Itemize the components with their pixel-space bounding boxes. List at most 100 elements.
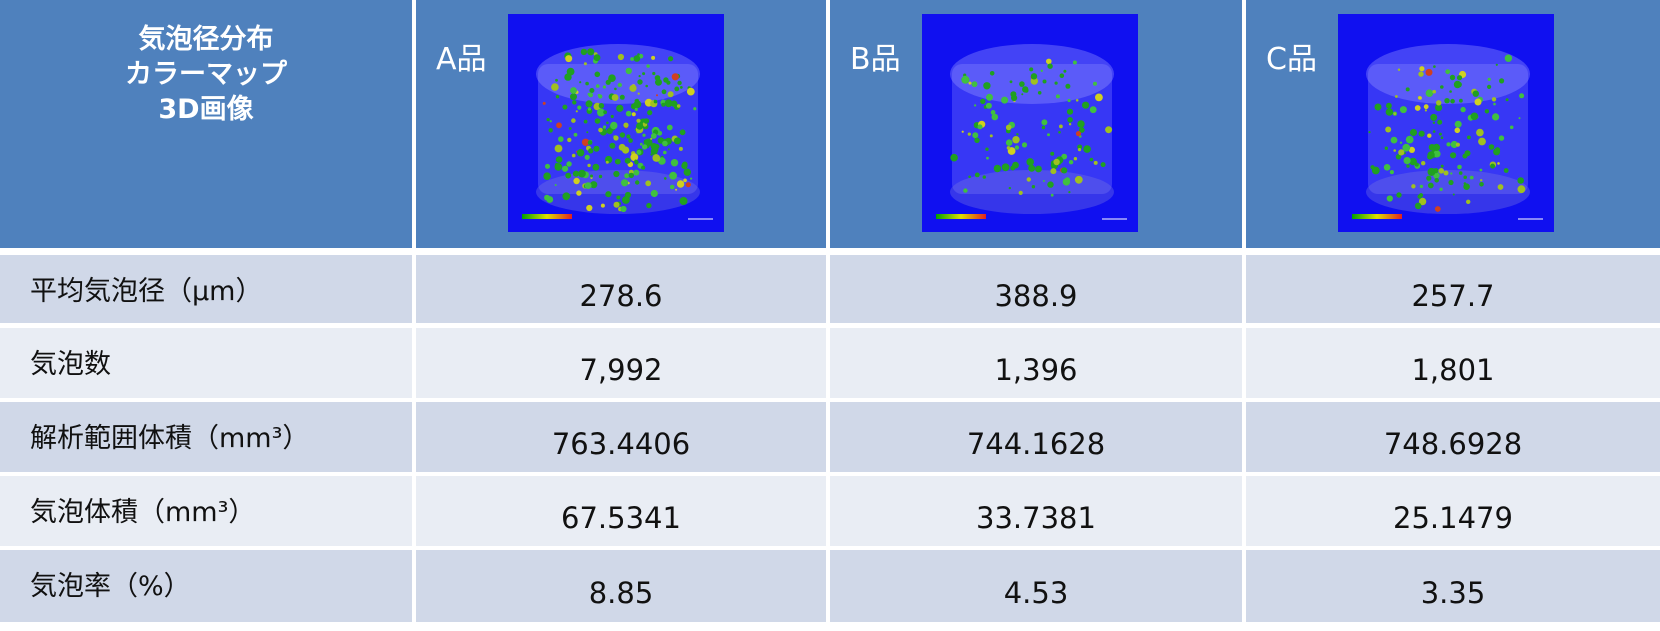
bubble: [968, 81, 972, 85]
bubble: [618, 106, 621, 110]
bubble: [1042, 180, 1045, 182]
column-name: A品: [436, 42, 487, 77]
bubble: [1464, 150, 1471, 157]
bubble: [613, 201, 620, 208]
bubble: [602, 85, 606, 89]
bubble: [608, 74, 616, 82]
bubble: [637, 79, 643, 85]
bubble: [643, 118, 650, 124]
bubble: [1047, 181, 1054, 188]
bubble: [1414, 105, 1421, 111]
bubble: [1509, 125, 1514, 130]
bubble: [1386, 102, 1392, 109]
column-name: B品: [850, 42, 901, 77]
bubble: [634, 160, 639, 165]
bubble: [1459, 98, 1463, 103]
bubble: [1432, 143, 1441, 151]
bubble: [1425, 68, 1433, 76]
bubble: [1503, 168, 1509, 173]
bubble: [1037, 91, 1042, 95]
bubble: [572, 170, 580, 177]
bubble: [621, 179, 629, 187]
bubble: [1005, 124, 1012, 131]
bubble: [593, 54, 601, 62]
bubble: [613, 135, 619, 141]
bubble: [671, 73, 679, 81]
bubble: [676, 180, 685, 188]
bubble: [1433, 150, 1441, 158]
bubble: [635, 180, 640, 185]
bubble: [1022, 86, 1029, 93]
bubble: [1408, 146, 1415, 153]
bubble: [567, 137, 572, 143]
bubble: [600, 203, 605, 208]
bubble: [974, 172, 980, 178]
bubble: [1105, 126, 1113, 134]
bubble: [1454, 127, 1461, 134]
row-label: 気泡率（%）: [0, 550, 412, 622]
bubble: [1067, 117, 1073, 123]
bubble: [1066, 108, 1074, 115]
bubble: [651, 55, 656, 60]
header-cell: A品: [416, 0, 826, 248]
bubble: [1389, 170, 1394, 175]
bubble: [580, 48, 588, 56]
bubble: [685, 182, 691, 188]
bubble: [555, 156, 563, 163]
bubble: [588, 92, 593, 98]
bubble: [643, 139, 650, 145]
bubble: [1418, 193, 1424, 198]
bubble: [554, 184, 557, 186]
bubble: [1437, 119, 1443, 125]
bubble: [656, 94, 658, 97]
bubble: [661, 102, 666, 107]
bubble: [1421, 161, 1426, 166]
bubble: [1046, 58, 1052, 65]
bubble: [652, 154, 660, 162]
bubble: [1478, 137, 1486, 146]
header-cell: B品: [830, 0, 1242, 248]
bubble: [1053, 158, 1060, 166]
bubble: [636, 118, 641, 123]
value-cell: 748.6928: [1246, 402, 1660, 472]
bubble: [555, 78, 558, 82]
bubble: [1443, 170, 1449, 176]
bubble: [650, 147, 658, 155]
bubble: [990, 110, 996, 115]
bubble: [961, 75, 970, 84]
bubble: [587, 163, 591, 168]
bubble: [1035, 165, 1042, 173]
bubble: [546, 118, 550, 122]
bubble: [1487, 84, 1492, 89]
bubble: [663, 150, 667, 155]
bubble: [625, 67, 632, 75]
bubble: [554, 144, 563, 153]
bubble: [968, 175, 971, 179]
bubble: [1089, 157, 1094, 162]
bubble: [620, 205, 627, 213]
bubble: [1398, 149, 1405, 156]
bubble: [628, 172, 634, 179]
bubble: [1393, 112, 1397, 115]
bubble: [1444, 98, 1450, 104]
bubble: [598, 174, 603, 179]
bubble: [650, 133, 657, 139]
bubble: [585, 100, 593, 108]
bubble: [1406, 164, 1410, 168]
bubble: [1434, 178, 1439, 183]
bubble: [637, 53, 640, 56]
bubble: [1418, 71, 1424, 77]
bubble: [1472, 90, 1479, 97]
bubble: [1456, 75, 1463, 81]
bubble: [950, 153, 958, 162]
bubble: [571, 153, 576, 158]
bubble: [1419, 184, 1424, 189]
bubble: [1075, 99, 1079, 102]
bubble: [1470, 112, 1479, 121]
bubble: [1077, 148, 1082, 152]
bubble: [974, 137, 980, 143]
bubble: [690, 177, 693, 180]
bubble: [1405, 135, 1414, 144]
cylinder-bottom: [950, 170, 1114, 214]
